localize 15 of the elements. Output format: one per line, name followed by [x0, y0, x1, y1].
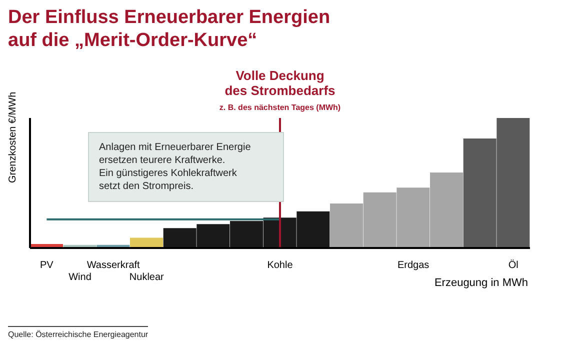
ref-line-label: Volle Deckung des Strombedarfs [224, 68, 336, 98]
x-tick-label: Wind [68, 272, 92, 283]
y-axis-title: Grenzkosten €/MWh [8, 92, 19, 183]
x-tick-label: Öl [508, 259, 518, 271]
x-tick-label: Nuklear [129, 272, 165, 283]
source-note: Quelle: Österreichische Energieagentur [8, 326, 148, 339]
bar [130, 238, 163, 248]
x-tick-label: Kohle [267, 260, 294, 271]
annotation: Anlagen mit Erneuerbarer Energie ersetzen teurere Kraftwerke. Ein günstigeres Kohlekraftwerk setzt den Strompreis. [88, 132, 284, 202]
x-tick-label: Erdgas [397, 260, 430, 271]
text: z. B. des nächsten Tages (MWh) [219, 103, 341, 112]
x-tick-label: PV [40, 260, 54, 271]
x-axis-title: Erzeugung in MWh [434, 277, 528, 289]
x-tick-label: Wasserkraft [86, 260, 140, 271]
chart-title: Der Einfluss Erneuerbarer Energien auf die „Merit-Order-Kurve“ [8, 6, 330, 52]
